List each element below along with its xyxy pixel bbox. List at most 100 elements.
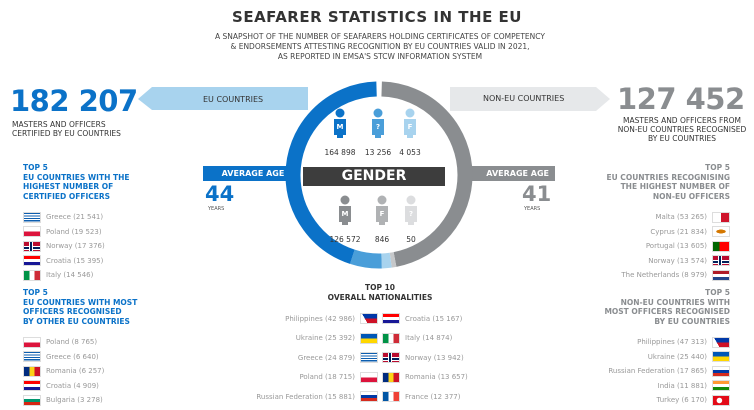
france-flag-icon [382,391,400,403]
svg-text:?: ? [409,210,413,218]
list-item: Ukraine (25 440) [560,350,730,365]
eu-person-icon: F [402,108,418,138]
list-item-label: Norway (13 574) [648,256,707,265]
list-item: Greece (21 541) [23,210,193,225]
eu-banner-arrow [138,87,308,110]
croatia-flag-icon [23,255,41,267]
list-item-label: Norway (13 942) [405,353,464,362]
non_eu-gender-count: 126 572 [329,235,361,244]
list-item-label: Russian Federation (15 881) [256,392,355,401]
list-item-label: Philippines (47 313) [637,338,707,347]
non_eu-gender-count: 50 [406,235,416,244]
gender-label: GENDER [303,167,445,186]
svg-text:F: F [380,210,385,218]
subtitle-line: A SNAPSHOT OF THE NUMBER OF SEAFARERS HO… [215,32,545,41]
non-eu-age-unit: YEARS [524,206,541,212]
list-item-label: Croatia (4 909) [46,381,99,390]
poland-flag-icon [23,226,41,238]
list-item: Russian Federation (15 881) [240,387,378,407]
subtitle-line: & ENDORSEMENTS ATTESTING RECOGNITION BY … [230,42,530,51]
eu-gender-count: 13 256 [364,148,392,157]
list-item-label: Poland (8 765) [46,338,98,347]
list-item: Norway (13 942) [382,348,520,368]
non-eu-banner-arrow [450,87,610,111]
list-item-label: Italy (14 874) [405,334,453,343]
page-title: SEAFARER STATISTICS IN THE EU [232,8,522,26]
list-item-label: The Netherlands (8 979) [621,271,707,280]
list-heading: TOP 10 OVERALL NATIONALITIES [327,283,433,302]
list-item-label: Greece (21 541) [46,213,104,222]
eu-top-list: TOP 5 EU COUNTRIES WITH THE HIGHEST NUMBER… [23,163,193,283]
greece-flag-icon [23,351,41,363]
italy-flag-icon [23,269,41,281]
list-item: Philippines (47 313) [560,335,730,350]
svg-text:M: M [342,210,349,218]
list-item: Portugal (13 605) [560,239,730,254]
non_eu-gender-count: 846 [374,235,390,244]
non-eu-average-age-label: AVERAGE AGE [455,166,555,181]
eu-average-age-label: AVERAGE AGE [203,166,303,181]
list-item-label: Italy (14 546) [46,271,94,280]
list-heading: TOP 5 EU COUNTRIES RECOGNISING THE HIGHEST… [606,163,730,201]
poland-flag-icon [360,371,378,383]
list-item: Russian Federation (17 865) [560,364,730,379]
malta-flag-icon [712,211,730,223]
cyprus-flag-icon [712,226,730,238]
list-item: Italy (14 546) [23,268,193,283]
list-item: Greece (6 640) [23,350,193,365]
list-item-label: Romania (6 257) [46,367,105,376]
list-heading: TOP 5 EU COUNTRIES WITH MOST OFFICERS RECO… [23,288,138,326]
list-item: Ukraine (25 392) [240,329,378,349]
list-item: Norway (13 574) [560,254,730,269]
greece-flag-icon [23,211,41,223]
list-item: Romania (6 257) [23,364,193,379]
list-item-label: Croatia (15 395) [46,256,104,265]
list-item-label: Cyprus (21 834) [650,227,707,236]
list-item-label: France (12 377) [405,392,461,401]
russia-flag-icon [360,391,378,403]
overall-nationalities-list: TOP 10 OVERALL NATIONALITIES Philippines (… [240,283,520,407]
russia-flag-icon [712,365,730,377]
non-eu-top-list: TOP 5 NON-EU COUNTRIES WITH MOST OFFICERS … [560,288,730,408]
eu-average-age: 44 [205,182,235,206]
non_eu-person-icon: M [337,195,353,225]
greece-flag-icon [360,352,378,364]
croatia-flag-icon [23,380,41,392]
list-heading: TOP 5 NON-EU COUNTRIES WITH MOST OFFICERS … [604,288,730,326]
list-item: Turkey (6 170) [560,393,730,408]
list-item: Romania (13 657) [382,368,520,388]
eu-gender-count: 4 053 [399,148,421,157]
list-item-label: Russian Federation (17 865) [608,367,707,376]
eu-gender-count: 164 898 [324,148,356,157]
philippines-flag-icon [360,313,378,325]
list-item-label: Norway (17 376) [46,242,105,251]
list-item-label: Poland (18 715) [299,373,355,382]
list-item-label: Ukraine (25 440) [647,352,707,361]
list-item: India (11 881) [560,379,730,394]
romania-flag-icon [23,365,41,377]
croatia-flag-icon [382,313,400,325]
list-item-label: Ukraine (25 392) [295,334,355,343]
subtitle: A SNAPSHOT OF THE NUMBER OF SEAFARERS HO… [180,32,580,62]
ukraine-flag-icon [360,332,378,344]
list-item: Bulgaria (3 278) [23,393,193,408]
svg-text:M: M [337,123,344,131]
list-item: Poland (18 715) [240,368,378,388]
norway-flag-icon [23,240,41,252]
eu-person-icon: ? [370,108,386,138]
eu-total: 182 207 [10,84,138,118]
list-item-label: Poland (19 523) [46,227,102,236]
list-item: Poland (19 523) [23,225,193,240]
list-item: France (12 377) [382,387,520,407]
norway-flag-icon [382,352,400,364]
list-item: Poland (8 765) [23,335,193,350]
list-item-label: Greece (6 640) [46,352,99,361]
eu-recognised-list: TOP 5 EU COUNTRIES WITH MOST OFFICERS RECO… [23,288,193,408]
list-item-label: Turkey (6 170) [656,396,707,405]
eu-person-icon: M [332,108,348,138]
list-item-label: India (11 881) [657,381,707,390]
list-item-label: Greece (24 879) [297,353,355,362]
non_eu-person-icon: F [374,195,390,225]
eu-caption: MASTERS AND OFFICERS CERTIFIED BY EU COUN… [12,120,121,138]
ukraine-flag-icon [712,351,730,363]
